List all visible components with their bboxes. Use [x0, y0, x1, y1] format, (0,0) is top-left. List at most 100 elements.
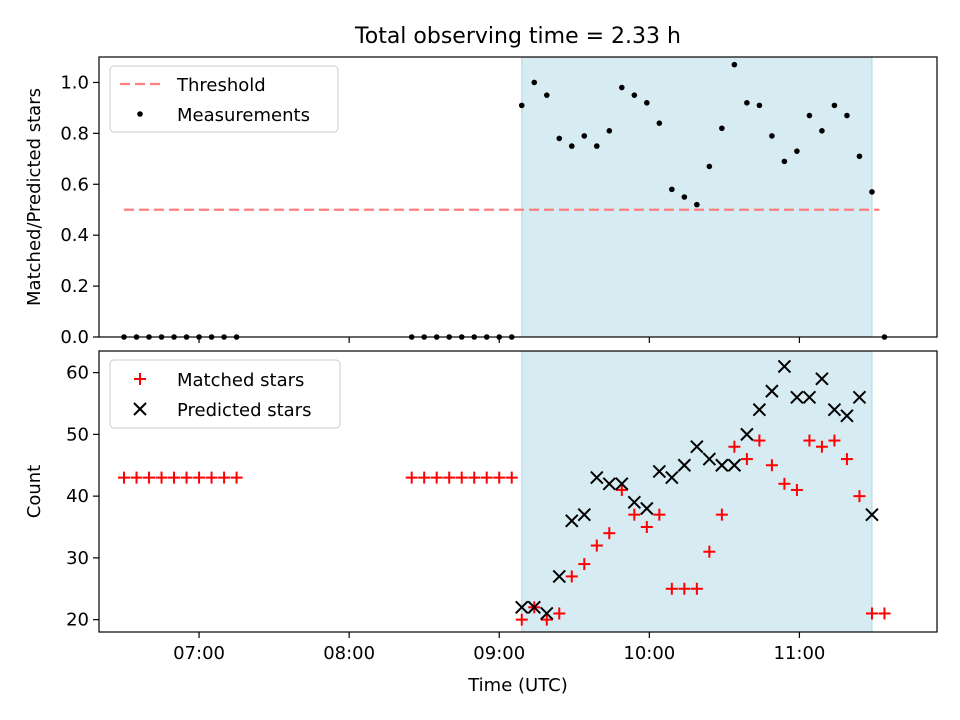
predicted-star-point: [752, 402, 767, 417]
matched-star-point: [603, 527, 616, 540]
measurement-point: [819, 128, 825, 134]
measurement-point: [706, 163, 713, 170]
axes-frame: [98, 56, 938, 338]
legend-matched-label: Matched stars: [177, 370, 304, 391]
measurement-point: [769, 133, 775, 139]
matched-star-point: [703, 545, 716, 558]
legend-predicted-label: Predicted stars: [177, 400, 311, 421]
matched-star-point: [853, 490, 866, 503]
y-ticks: 20 30 40 50 60: [66, 363, 99, 631]
matched-star-point: [130, 471, 143, 484]
predicted-star-point: [677, 458, 692, 472]
predicted-star-point: [590, 470, 604, 485]
legend-box: [109, 359, 341, 429]
matched-star-point: [405, 471, 418, 484]
legend-box: [109, 65, 339, 133]
matched-star-point: [553, 607, 566, 620]
predicted-star-point: [552, 569, 566, 584]
matched-star-point: [753, 434, 766, 447]
measurement-point: [806, 112, 813, 119]
x-ticks: 07:00 08:00 09:00 10:00 11:00: [173, 632, 825, 664]
matched-star-point: [778, 477, 791, 490]
legend-threshold-label: Threshold: [176, 75, 266, 96]
matched-star-point: [455, 471, 468, 484]
measurement-point: [681, 194, 688, 200]
matched-star-point: [615, 483, 628, 496]
measurement-point: [644, 100, 650, 106]
matched-star-point: [430, 471, 443, 484]
x-axis-label: Time (UTC): [467, 675, 568, 696]
y-tick-label: 0.6: [60, 174, 89, 195]
matched-star-point: [715, 508, 728, 521]
measurement-point: [856, 153, 863, 160]
matched-star-point: [143, 471, 156, 484]
y-tick-label: 60: [66, 363, 89, 384]
matched-star-point: [418, 471, 431, 484]
ratio-panel: 0.0 0.2 0.4 0.6 0.8 1.0 Matched/Predicted sta…: [24, 56, 938, 348]
matched-star-point: [678, 582, 691, 595]
predicted-star-point: [665, 470, 679, 485]
predicted-star-point: [702, 452, 717, 466]
matched-star-point: [565, 570, 578, 583]
observing-window-shade: [521, 56, 873, 338]
matched-star-point: [118, 471, 131, 484]
y-tick-label: 1.0: [60, 72, 89, 93]
x-tick-label: 11:00: [773, 643, 825, 664]
matched-star-point: [443, 471, 456, 484]
measurement-point: [581, 133, 588, 139]
predicted-star-point: [690, 440, 704, 454]
count-panel: 20 30 40 50 60 07:00 08:00 09:00 10:00 11:00 Cou…: [24, 350, 938, 664]
matched-star-point: [765, 459, 778, 472]
predicted-star-point: [852, 390, 867, 405]
measurement-point: [719, 125, 725, 132]
matched-star-point: [218, 471, 231, 484]
measurement-point: [656, 120, 663, 126]
predicted-star-point: [615, 477, 629, 491]
matched-star-point: [828, 434, 841, 447]
legend-measurements-swatch: [137, 111, 143, 117]
matched-star-point: [628, 508, 641, 521]
y-tick-label: 50: [66, 424, 89, 445]
matched-star-point: [640, 521, 653, 534]
y-tick-label: 0.4: [60, 225, 89, 246]
matched-star-point: [205, 471, 218, 484]
y-tick-label: 0.8: [60, 123, 89, 144]
measurement-point: [518, 102, 525, 109]
matched-star-point: [840, 453, 853, 466]
matched-stars-points: [118, 434, 891, 626]
matched-star-point: [815, 440, 828, 453]
matched-star-point: [230, 471, 243, 484]
measurement-point: [744, 100, 750, 106]
measurement-point: [669, 186, 675, 193]
matched-star-point: [540, 613, 553, 626]
axes-frame: [98, 350, 938, 633]
measurement-point: [869, 189, 875, 195]
predicted-star-point: [790, 390, 804, 405]
matched-star-point: [155, 471, 168, 484]
legend: Matched stars Predicted stars: [109, 359, 341, 429]
measurement-point: [556, 135, 563, 142]
matched-star-point: [803, 434, 816, 447]
predicted-star-point: [765, 384, 779, 398]
measurement-point: [543, 92, 550, 98]
predicted-star-point: [840, 409, 854, 423]
predicted-star-point: [652, 464, 667, 479]
predicted-star-point: [527, 600, 541, 615]
measurement-point: [756, 102, 763, 109]
figure-title: Total observing time = 2.33 h: [354, 24, 681, 49]
matched-star-point: [790, 483, 803, 496]
predicted-star-point: [577, 507, 591, 522]
matched-star-point: [493, 471, 506, 484]
predicted-star-point: [715, 458, 729, 472]
legend-plus-marker: [134, 373, 146, 385]
legend: Threshold Measurements: [109, 65, 339, 133]
measurement-point: [731, 61, 738, 68]
legend-x-marker: [133, 402, 147, 416]
matched-star-point: [690, 582, 703, 595]
predicted-stars-points: [515, 359, 879, 621]
y-tick-label: 0.0: [60, 327, 89, 348]
measurement-point: [631, 92, 638, 98]
measurement-point: [593, 143, 600, 149]
y-axis-label: Matched/Predicted stars: [24, 88, 45, 306]
